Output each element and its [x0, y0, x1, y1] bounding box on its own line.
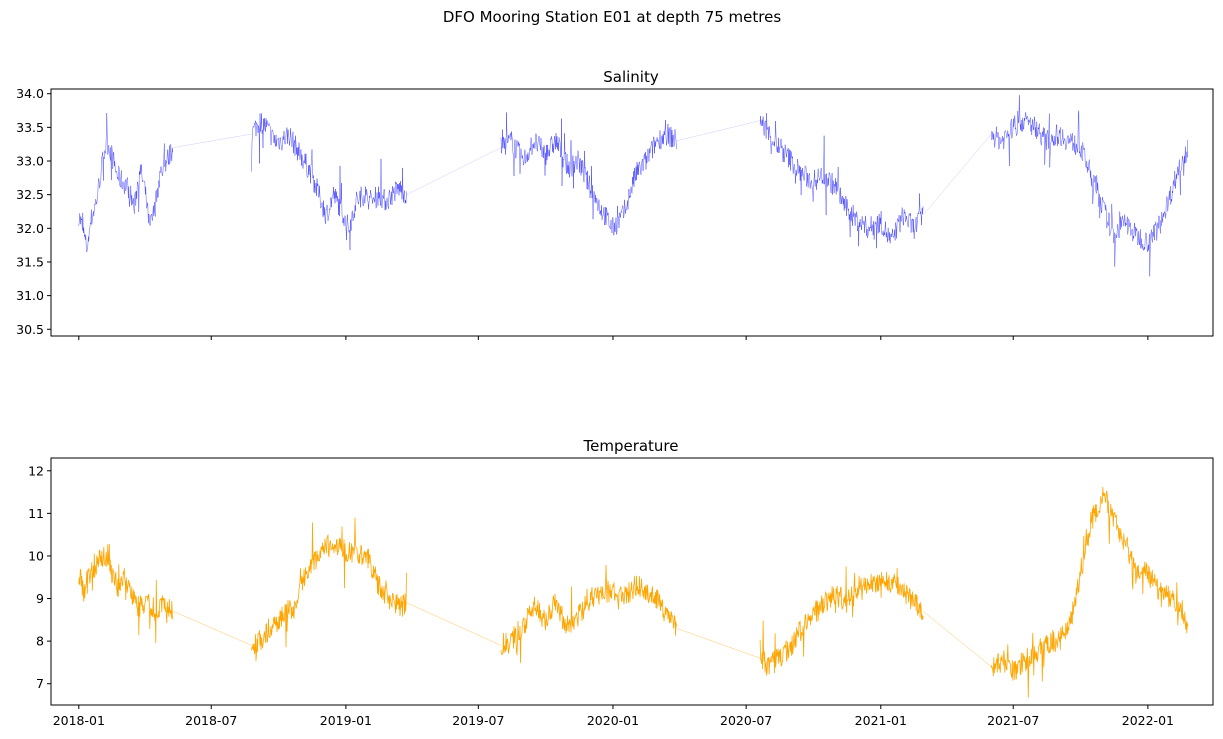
- temperature-gap-connector: [923, 611, 992, 667]
- temperature-series-line-segment: [759, 566, 924, 676]
- temperature-x-tick-label: 2018-01: [53, 713, 105, 728]
- temperature-series-line-segment: [78, 543, 174, 644]
- figure-suptitle: DFO Mooring Station E01 at depth 75 metr…: [443, 8, 782, 26]
- temperature-x-tick-label: 2020-01: [587, 713, 639, 728]
- salinity-gap-connector: [406, 147, 502, 195]
- temperature-x-tick-label: 2021-01: [855, 713, 907, 728]
- temperature-y-tick-label: 7: [36, 676, 44, 691]
- salinity-y-tick-label: 32.0: [16, 221, 44, 236]
- salinity-series-line-segment: [251, 113, 407, 251]
- temperature-title: Temperature: [582, 437, 678, 455]
- salinity-gap-connector: [173, 133, 252, 148]
- salinity-series-line-segment: [759, 112, 924, 249]
- salinity-series-line-segment: [78, 112, 174, 253]
- temperature-x-tick-label: 2018-07: [185, 713, 237, 728]
- temperature-x-ticks: 2018-01 2018-07 2019-01 2019-07 2020-01 2020-…: [53, 705, 1174, 728]
- temperature-series: [78, 486, 1189, 698]
- salinity-y-tick-label: 33.0: [16, 154, 44, 169]
- temperature-series-line-segment: [500, 564, 677, 664]
- temperature-axes: Temperature 7 8 9 10 11 12 2018-01 2018-07 2019…: [28, 437, 1214, 728]
- temperature-x-tick-label: 2021-07: [987, 713, 1039, 728]
- salinity-series-line-segment: [500, 112, 677, 236]
- salinity-y-tick-label: 34.0: [16, 86, 44, 101]
- temperature-x-tick-label: 2022-01: [1122, 713, 1174, 728]
- temperature-gap-connector: [406, 602, 502, 646]
- temperature-x-tick-label: 2019-01: [320, 713, 372, 728]
- salinity-y-tick-label: 33.5: [16, 120, 44, 135]
- salinity-gap-connector: [923, 133, 992, 215]
- salinity-y-tick-label: 32.5: [16, 187, 44, 202]
- salinity-axes-frame: [50, 88, 1214, 337]
- salinity-title: Salinity: [603, 68, 659, 86]
- temperature-gap-connector: [173, 611, 252, 646]
- temperature-y-tick-label: 8: [36, 634, 44, 649]
- temperature-y-tick-label: 12: [28, 463, 44, 478]
- temperature-x-tick-label: 2019-07: [452, 713, 504, 728]
- salinity-axes: Salinity 30.5 31.0 31.5 32.0 32.5 33.0 33.5 34.…: [16, 68, 1214, 340]
- salinity-y-ticks: 30.5 31.0 31.5 32.0 32.5 33.0 33.5 34.0: [16, 86, 51, 337]
- salinity-gap-connector: [676, 120, 761, 142]
- temperature-gap-connector: [676, 628, 761, 659]
- salinity-x-ticks: [78, 336, 1149, 340]
- temperature-y-tick-label: 11: [28, 506, 44, 521]
- salinity-y-tick-label: 31.0: [16, 288, 44, 303]
- temperature-x-tick-label: 2020-07: [720, 713, 772, 728]
- temperature-y-ticks: 7 8 9 10 11 12: [28, 463, 51, 691]
- salinity-series-line-segment: [991, 94, 1189, 277]
- temperature-y-tick-label: 10: [28, 548, 44, 563]
- salinity-y-tick-label: 30.5: [16, 322, 44, 337]
- salinity-series: [78, 94, 1189, 277]
- temperature-y-tick-label: 9: [36, 591, 44, 606]
- temperature-axes-frame: [50, 457, 1214, 706]
- temperature-series-line-segment: [990, 486, 1189, 698]
- temperature-series-line-segment: [251, 517, 407, 662]
- salinity-y-tick-label: 31.5: [16, 254, 44, 269]
